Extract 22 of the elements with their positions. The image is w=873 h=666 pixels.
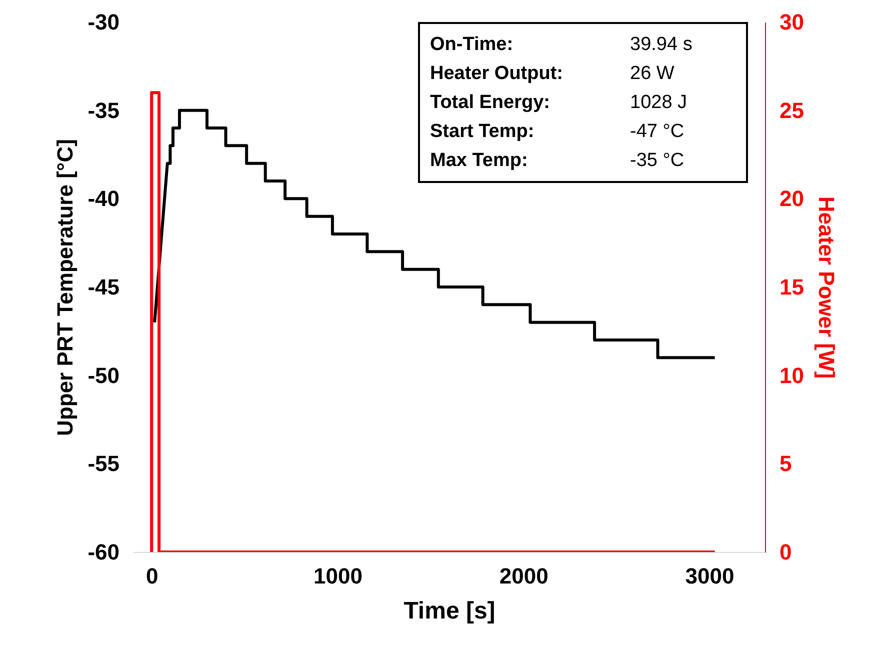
y-tick-label: -50 (88, 362, 120, 388)
y-tick-label: -45 (88, 274, 120, 300)
y2-tick-label: 30 (780, 10, 804, 34)
y-tick-label: -40 (88, 186, 120, 212)
x-axis-title: Time [s] (404, 598, 496, 624)
y-tick-label: -55 (88, 451, 120, 476)
y-tick-label: -35 (88, 98, 120, 123)
text-box: On-Time: 39.94 s Heater Output: 26 W Total Energy: 1028 J Start Temp: -47 °C Max Temp: -35 °C (418, 22, 748, 183)
x-tick-label: 0 (146, 564, 158, 588)
x-tick-label: 2000 (499, 564, 548, 588)
y2-tick-label: 15 (780, 274, 804, 300)
y2-tick-label: 10 (780, 362, 804, 388)
y-tick-label: -30 (88, 10, 120, 34)
x-tick-label: 3000 (685, 564, 734, 588)
y2-tick-label: 25 (780, 98, 804, 123)
y2-tick-label: 5 (780, 451, 792, 476)
y-tick-label: -60 (88, 540, 120, 564)
y2-tick-label: 20 (780, 186, 804, 212)
y-axis-title: Upper PRT Temperature [°C] (52, 139, 78, 436)
y2-tick-label: 0 (780, 540, 792, 564)
y2-axis-title: Heater Power [W] (814, 196, 839, 379)
x-tick-label: 1000 (313, 564, 362, 588)
